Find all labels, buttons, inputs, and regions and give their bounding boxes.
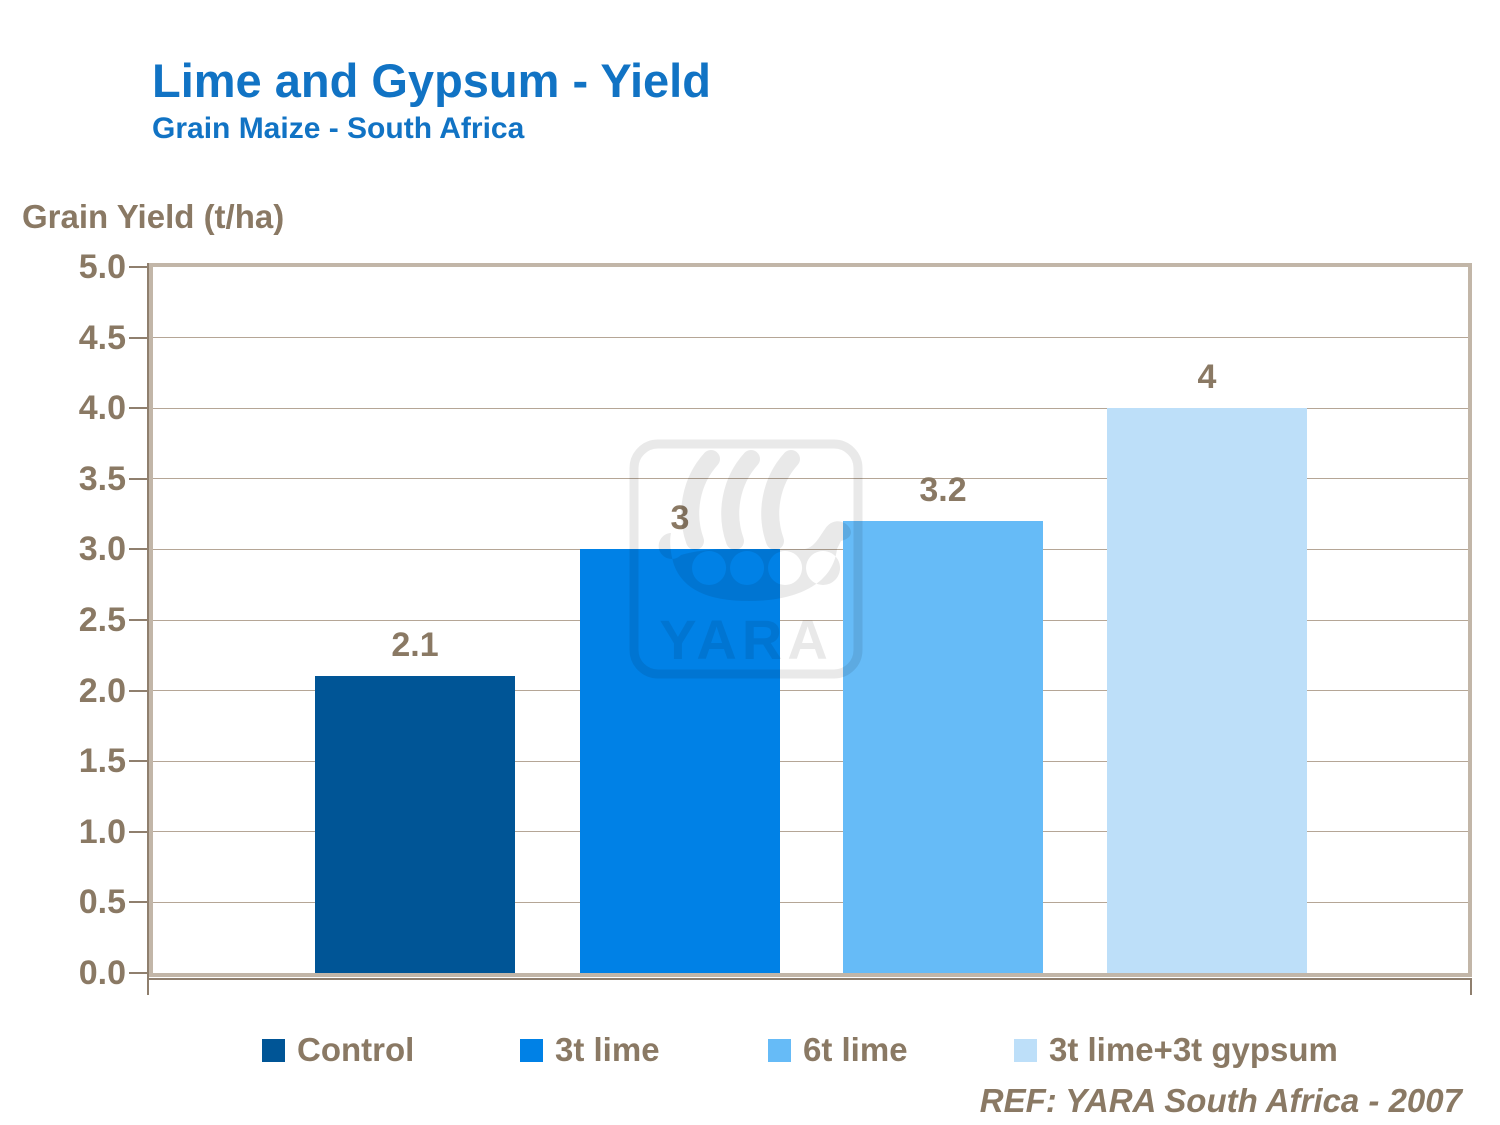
y-tick bbox=[129, 830, 147, 833]
y-tick bbox=[129, 266, 147, 268]
y-tick-label: 5.0 bbox=[78, 248, 126, 286]
y-tick bbox=[129, 972, 147, 974]
gridline bbox=[153, 760, 1468, 762]
legend-item-3t-lime: 3t lime bbox=[520, 1030, 660, 1070]
legend: Control 3t lime 6t lime 3t lime+3t gypsum bbox=[0, 1030, 1500, 1070]
legend-label: Control bbox=[297, 1031, 415, 1068]
legend-label: 3t lime bbox=[555, 1031, 660, 1068]
y-tick-label: 1.5 bbox=[78, 742, 126, 781]
y-tick bbox=[129, 336, 147, 339]
bar-control bbox=[315, 676, 515, 973]
legend-label: 6t lime bbox=[803, 1031, 908, 1068]
bar-3t-lime bbox=[580, 549, 780, 973]
gridline bbox=[153, 337, 1468, 339]
y-tick bbox=[129, 901, 147, 904]
legend-swatch-icon bbox=[1014, 1038, 1037, 1062]
legend-swatch-icon bbox=[262, 1038, 285, 1062]
y-tick bbox=[129, 548, 147, 551]
y-tick bbox=[129, 619, 147, 621]
bar-value-label: 3 bbox=[670, 499, 690, 538]
y-tick-label: 3.0 bbox=[78, 530, 126, 569]
gridline bbox=[153, 619, 1468, 621]
x-axis-tick-right bbox=[1470, 979, 1472, 995]
y-tick-label: 0.5 bbox=[78, 883, 126, 922]
bar-value-label: 2.1 bbox=[391, 626, 439, 665]
legend-label: 3t lime+3t gypsum bbox=[1049, 1031, 1338, 1068]
bar-3t-lime-3t-gypsum bbox=[1107, 408, 1307, 973]
y-tick bbox=[129, 477, 147, 480]
legend-item-6t-lime: 6t lime bbox=[768, 1030, 908, 1070]
plot-area: 5.0 4.5 4.0 3.5 3.0 2.5 2.0 1.5 1.0 0.5 0.0 2.1 3 3.… bbox=[79, 249, 1472, 995]
legend-swatch-icon bbox=[768, 1038, 791, 1062]
y-tick-label: 0.0 bbox=[78, 954, 126, 992]
y-tick-label: 2.5 bbox=[78, 601, 126, 639]
legend-item-3t-lime-3t-gypsum: 3t lime+3t gypsum bbox=[1014, 1030, 1338, 1070]
y-tick bbox=[129, 407, 147, 410]
gridline bbox=[153, 831, 1468, 833]
y-tick-label: 4.0 bbox=[78, 389, 126, 428]
gridline bbox=[153, 548, 1468, 550]
bar-6t-lime bbox=[843, 521, 1043, 973]
y-tick-label: 1.0 bbox=[78, 812, 126, 851]
gridline bbox=[153, 901, 1468, 903]
y-axis-title: Grain Yield (t/ha) bbox=[22, 198, 285, 235]
bar-value-label: 3.2 bbox=[919, 471, 967, 510]
y-tick-label: 3.5 bbox=[78, 459, 126, 498]
bar-value-label: 4 bbox=[1197, 358, 1217, 397]
gridline bbox=[153, 478, 1468, 480]
gridline bbox=[153, 690, 1468, 692]
legend-swatch-icon bbox=[520, 1038, 543, 1062]
page-subtitle: Grain Maize - South Africa bbox=[152, 112, 525, 145]
y-tick-label: 2.0 bbox=[78, 671, 126, 710]
y-tick-label: 4.5 bbox=[78, 318, 126, 357]
legend-item-control: Control bbox=[262, 1030, 414, 1070]
y-tick bbox=[129, 760, 147, 763]
page-title: Lime and Gypsum - Yield bbox=[152, 54, 711, 107]
gridline bbox=[153, 407, 1468, 409]
x-axis-tick-left bbox=[147, 979, 149, 995]
y-tick bbox=[129, 689, 147, 692]
reference-text: REF: YARA South Africa - 2007 bbox=[979, 1082, 1462, 1119]
